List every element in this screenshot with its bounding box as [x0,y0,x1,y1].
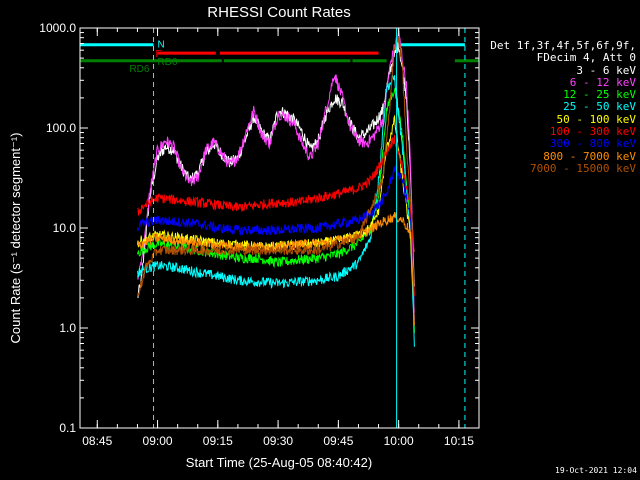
x-tick-label: 09:45 [323,434,353,448]
series-line-8 [137,35,415,298]
y-tick-label: 100.0 [46,121,76,135]
legend-entry: 3 - 6 keV [576,63,636,77]
status-label-rd6: RD6 [129,64,149,75]
series-line-1 [137,30,415,314]
x-tick-label: 09:00 [143,434,173,448]
status-label-f: F [156,49,162,60]
y-tick-label: 0.1 [59,421,76,435]
legend-entry: 12 - 25 keV [563,88,636,102]
x-axis-label: Start Time (25-Aug-05 08:40:42) [186,455,372,470]
y-tick-label: 10.0 [53,221,77,235]
status-label-rd0: RD0 [158,57,178,68]
legend-entry: 50 - 100 keV [556,112,636,126]
series-line-7 [137,211,415,326]
y-tick-label: 1.0 [59,321,76,335]
legend-entry: 25 - 50 keV [563,100,636,114]
chart-title: RHESSI Count Rates [207,4,350,21]
series-line-0 [137,40,415,299]
x-tick-label: 10:15 [444,434,474,448]
status-label-n: N [158,39,165,50]
x-tick-label: 08:45 [82,434,112,448]
legend-header-1: FDecim 4, Att 0 [536,51,636,65]
legend-entry: 7000 - 15000 keV [530,161,636,175]
x-tick-label: 09:30 [263,434,293,448]
y-tick-label: 1000.0 [39,21,76,35]
series-line-5 [137,134,415,296]
legend-entry: 100 - 300 keV [549,125,636,139]
legend-entry: 300 - 800 keV [549,137,636,151]
legend-header-0: Det 1f,3f,4f,5f,6f,9f, [490,39,636,52]
x-tick-label: 10:00 [384,434,414,448]
y-axis-label: Count Rate (s⁻¹ detector segment⁻¹) [8,133,23,344]
legend-entry: 6 - 12 keV [569,75,636,89]
legend-entry: 800 - 7000 keV [543,149,636,163]
x-tick-label: 09:15 [203,434,233,448]
series-line-6 [137,164,415,321]
timestamp: 19-Oct-2021 12:04 [555,466,637,475]
series-line-3 [137,74,415,347]
